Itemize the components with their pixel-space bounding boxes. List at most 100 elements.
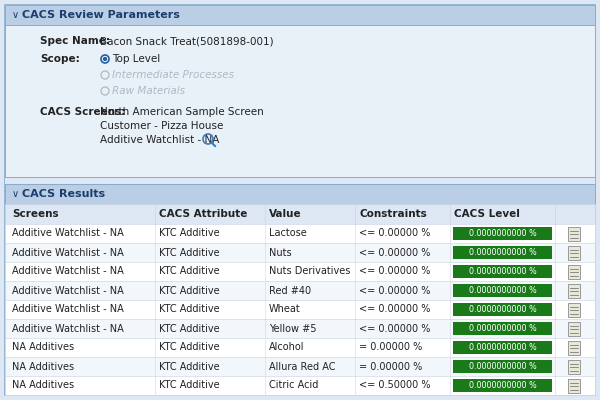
Bar	[5, 300, 595, 319]
Text: CACS Screens:: CACS Screens:	[40, 107, 125, 117]
Text: North American Sample Screen: North American Sample Screen	[100, 107, 264, 117]
Text: 0.0000000000 %: 0.0000000000 %	[469, 248, 536, 257]
Circle shape	[101, 87, 109, 95]
Bar	[5, 338, 595, 357]
Text: KTC Additive: KTC Additive	[159, 304, 220, 314]
Bar	[5, 204, 595, 224]
Bar	[568, 322, 580, 336]
Bar	[568, 226, 580, 240]
Text: = 0.00000 %: = 0.00000 %	[359, 362, 422, 372]
Text: ∨: ∨	[12, 189, 19, 199]
Text: Additive Watchlist - NA: Additive Watchlist - NA	[12, 324, 124, 334]
Text: = 0.00000 %: = 0.00000 %	[359, 342, 422, 352]
Bar	[568, 264, 580, 278]
Text: KTC Additive: KTC Additive	[159, 228, 220, 238]
Text: 0.0000000000 %: 0.0000000000 %	[469, 324, 536, 333]
Text: Additive Watchlist - NA: Additive Watchlist - NA	[12, 228, 124, 238]
Bar	[568, 302, 580, 316]
Bar	[5, 224, 595, 243]
Text: Alcohol: Alcohol	[269, 342, 305, 352]
Bar	[5, 243, 595, 262]
Text: Citric Acid: Citric Acid	[269, 380, 319, 390]
Bar	[5, 357, 595, 376]
Text: 0.0000000000 %: 0.0000000000 %	[469, 267, 536, 276]
Text: CACS Level: CACS Level	[454, 209, 520, 219]
Bar	[5, 177, 595, 184]
Text: Customer - Pizza House: Customer - Pizza House	[100, 121, 223, 131]
Text: 0.0000000000 %: 0.0000000000 %	[469, 229, 536, 238]
Bar	[453, 246, 552, 259]
Text: NA Additives: NA Additives	[12, 380, 74, 390]
Text: CACS Review Parameters: CACS Review Parameters	[22, 10, 180, 20]
Text: <= 0.00000 %: <= 0.00000 %	[359, 248, 430, 258]
Text: 0.0000000000 %: 0.0000000000 %	[469, 286, 536, 295]
Bar	[453, 303, 552, 316]
Text: Additive Watchlist - NA: Additive Watchlist - NA	[12, 286, 124, 296]
Text: Spec Name:: Spec Name:	[40, 36, 110, 46]
Text: Intermediate Processes: Intermediate Processes	[112, 70, 234, 80]
Bar	[5, 5, 595, 25]
Text: 0.0000000000 %: 0.0000000000 %	[469, 362, 536, 371]
Bar	[5, 262, 595, 281]
Bar	[5, 184, 595, 204]
Text: Red #40: Red #40	[269, 286, 311, 296]
Text: KTC Additive: KTC Additive	[159, 342, 220, 352]
Text: Allura Red AC: Allura Red AC	[269, 362, 335, 372]
Text: Bacon Snack Treat(5081898-001): Bacon Snack Treat(5081898-001)	[100, 36, 274, 46]
Bar	[568, 284, 580, 298]
Text: Additive Watchlist - NA: Additive Watchlist - NA	[12, 266, 124, 276]
Text: NA Additives: NA Additives	[12, 342, 74, 352]
Text: KTC Additive: KTC Additive	[159, 324, 220, 334]
Text: ∨: ∨	[12, 10, 19, 20]
Text: CACS Results: CACS Results	[22, 189, 105, 199]
Text: <= 0.00000 %: <= 0.00000 %	[359, 304, 430, 314]
Circle shape	[101, 55, 109, 63]
Bar	[453, 284, 552, 297]
Bar	[5, 376, 595, 395]
Bar	[453, 379, 552, 392]
Text: Constraints: Constraints	[359, 209, 427, 219]
Text: 0.0000000000 %: 0.0000000000 %	[469, 381, 536, 390]
Bar	[453, 265, 552, 278]
Bar	[568, 340, 580, 354]
Text: KTC Additive: KTC Additive	[159, 362, 220, 372]
Bar	[453, 341, 552, 354]
Text: Value: Value	[269, 209, 302, 219]
Text: Raw Materials: Raw Materials	[112, 86, 185, 96]
Text: 0.0000000000 %: 0.0000000000 %	[469, 305, 536, 314]
Text: 0.0000000000 %: 0.0000000000 %	[469, 343, 536, 352]
Text: KTC Additive: KTC Additive	[159, 248, 220, 258]
Text: CACS Attribute: CACS Attribute	[159, 209, 247, 219]
Text: Yellow #5: Yellow #5	[269, 324, 317, 334]
Bar	[5, 319, 595, 338]
Text: Nuts: Nuts	[269, 248, 292, 258]
Text: Additive Watchlist - NA: Additive Watchlist - NA	[12, 248, 124, 258]
Text: NA Additives: NA Additives	[12, 362, 74, 372]
Text: Top Level: Top Level	[112, 54, 160, 64]
Bar	[453, 227, 552, 240]
Text: KTC Additive: KTC Additive	[159, 266, 220, 276]
Bar	[453, 322, 552, 335]
Circle shape	[101, 71, 109, 79]
Bar	[5, 281, 595, 300]
Text: Nuts Derivatives: Nuts Derivatives	[269, 266, 350, 276]
Bar	[453, 360, 552, 373]
Text: <= 0.00000 %: <= 0.00000 %	[359, 324, 430, 334]
Text: <= 0.00000 %: <= 0.00000 %	[359, 286, 430, 296]
Text: Additive Watchlist - NA: Additive Watchlist - NA	[12, 304, 124, 314]
Text: Lactose: Lactose	[269, 228, 307, 238]
Bar	[568, 360, 580, 374]
Text: Wheat: Wheat	[269, 304, 301, 314]
Text: KTC Additive: KTC Additive	[159, 380, 220, 390]
Text: <= 0.00000 %: <= 0.00000 %	[359, 228, 430, 238]
Text: KTC Additive: KTC Additive	[159, 286, 220, 296]
Text: <= 0.00000 %: <= 0.00000 %	[359, 266, 430, 276]
Bar	[568, 378, 580, 392]
Circle shape	[103, 57, 107, 61]
Text: Additive Watchlist - NA: Additive Watchlist - NA	[100, 135, 220, 145]
Text: Scope:: Scope:	[40, 54, 80, 64]
Bar	[5, 204, 595, 395]
Bar	[568, 246, 580, 260]
Bar	[5, 25, 595, 177]
Text: Screens: Screens	[12, 209, 59, 219]
